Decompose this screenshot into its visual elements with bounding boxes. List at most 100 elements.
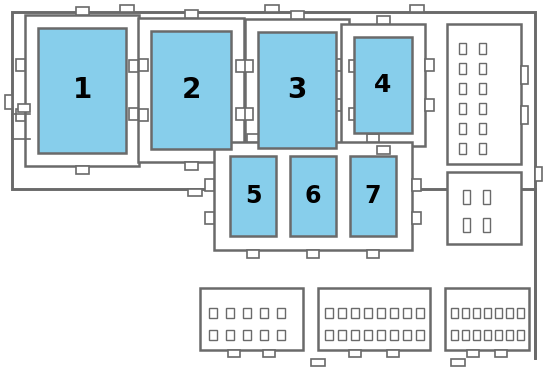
Bar — [209, 330, 217, 340]
Bar — [387, 350, 399, 357]
Bar — [349, 108, 358, 120]
Bar — [377, 146, 389, 154]
Bar — [390, 330, 398, 340]
Bar — [473, 330, 480, 340]
Text: 1: 1 — [73, 76, 92, 104]
Bar — [377, 308, 385, 318]
Bar — [138, 18, 244, 162]
Bar — [410, 5, 424, 12]
Bar — [318, 288, 430, 350]
Bar — [459, 43, 466, 54]
Bar — [479, 143, 486, 154]
Bar — [341, 24, 425, 146]
Bar — [459, 123, 466, 134]
Text: 2: 2 — [182, 76, 201, 104]
Bar — [307, 250, 319, 258]
Bar — [325, 308, 333, 318]
Bar — [517, 330, 524, 340]
Bar — [244, 108, 253, 120]
Bar — [521, 66, 528, 84]
Bar — [205, 179, 214, 191]
Bar — [120, 5, 134, 12]
Bar — [463, 218, 470, 232]
Bar — [200, 288, 303, 350]
Bar — [290, 161, 304, 169]
Bar — [265, 5, 279, 12]
Bar — [364, 330, 372, 340]
Bar — [277, 330, 285, 340]
Bar — [521, 106, 528, 124]
Bar — [290, 11, 304, 19]
Bar — [338, 330, 346, 340]
Bar — [473, 308, 480, 318]
Bar — [260, 330, 268, 340]
Bar — [351, 330, 359, 340]
Bar — [483, 218, 490, 232]
Bar — [447, 172, 521, 244]
Bar — [506, 330, 513, 340]
Bar — [495, 330, 502, 340]
Bar — [495, 308, 502, 318]
Bar — [506, 308, 513, 318]
Bar — [325, 330, 333, 340]
Bar — [129, 108, 138, 120]
Bar — [451, 359, 465, 366]
Bar — [425, 59, 434, 71]
Bar — [377, 16, 389, 24]
Bar — [367, 134, 379, 142]
Bar — [226, 330, 234, 340]
Bar — [243, 308, 251, 318]
Bar — [25, 15, 139, 166]
Bar — [236, 108, 245, 120]
Text: 3: 3 — [287, 76, 307, 104]
Bar — [479, 83, 486, 94]
Bar — [188, 189, 202, 196]
Bar — [403, 308, 411, 318]
Bar — [483, 190, 490, 204]
Bar — [247, 134, 259, 142]
Text: 7: 7 — [365, 184, 381, 208]
Bar — [214, 142, 412, 250]
Bar — [209, 308, 217, 318]
Bar — [247, 250, 259, 258]
Bar — [459, 103, 466, 114]
Bar — [205, 212, 214, 224]
Bar — [467, 350, 479, 357]
Bar — [349, 60, 358, 72]
Bar — [260, 308, 268, 318]
Bar — [349, 350, 361, 357]
Bar — [451, 330, 458, 340]
Bar — [445, 288, 529, 350]
Bar — [451, 308, 458, 318]
Bar — [263, 350, 274, 357]
Bar — [243, 330, 251, 340]
Bar — [354, 37, 412, 133]
Bar — [463, 190, 470, 204]
Bar — [151, 31, 231, 149]
Bar — [479, 103, 486, 114]
Bar — [18, 104, 30, 112]
Bar — [139, 59, 148, 71]
Bar — [495, 350, 507, 357]
Bar — [462, 330, 469, 340]
Bar — [16, 109, 25, 121]
Polygon shape — [12, 12, 535, 359]
Bar — [226, 308, 234, 318]
Bar — [338, 308, 346, 318]
Bar — [367, 250, 379, 258]
Bar — [484, 330, 491, 340]
Bar — [350, 156, 396, 236]
Bar — [479, 63, 486, 74]
Bar — [479, 43, 486, 54]
Bar — [290, 156, 336, 236]
Bar — [447, 24, 521, 164]
Bar — [377, 330, 385, 340]
Bar — [416, 330, 424, 340]
Bar — [332, 59, 341, 71]
Bar — [412, 212, 421, 224]
Bar — [390, 308, 398, 318]
Bar — [364, 308, 372, 318]
Bar — [403, 330, 411, 340]
Bar — [484, 308, 491, 318]
Bar — [228, 350, 240, 357]
